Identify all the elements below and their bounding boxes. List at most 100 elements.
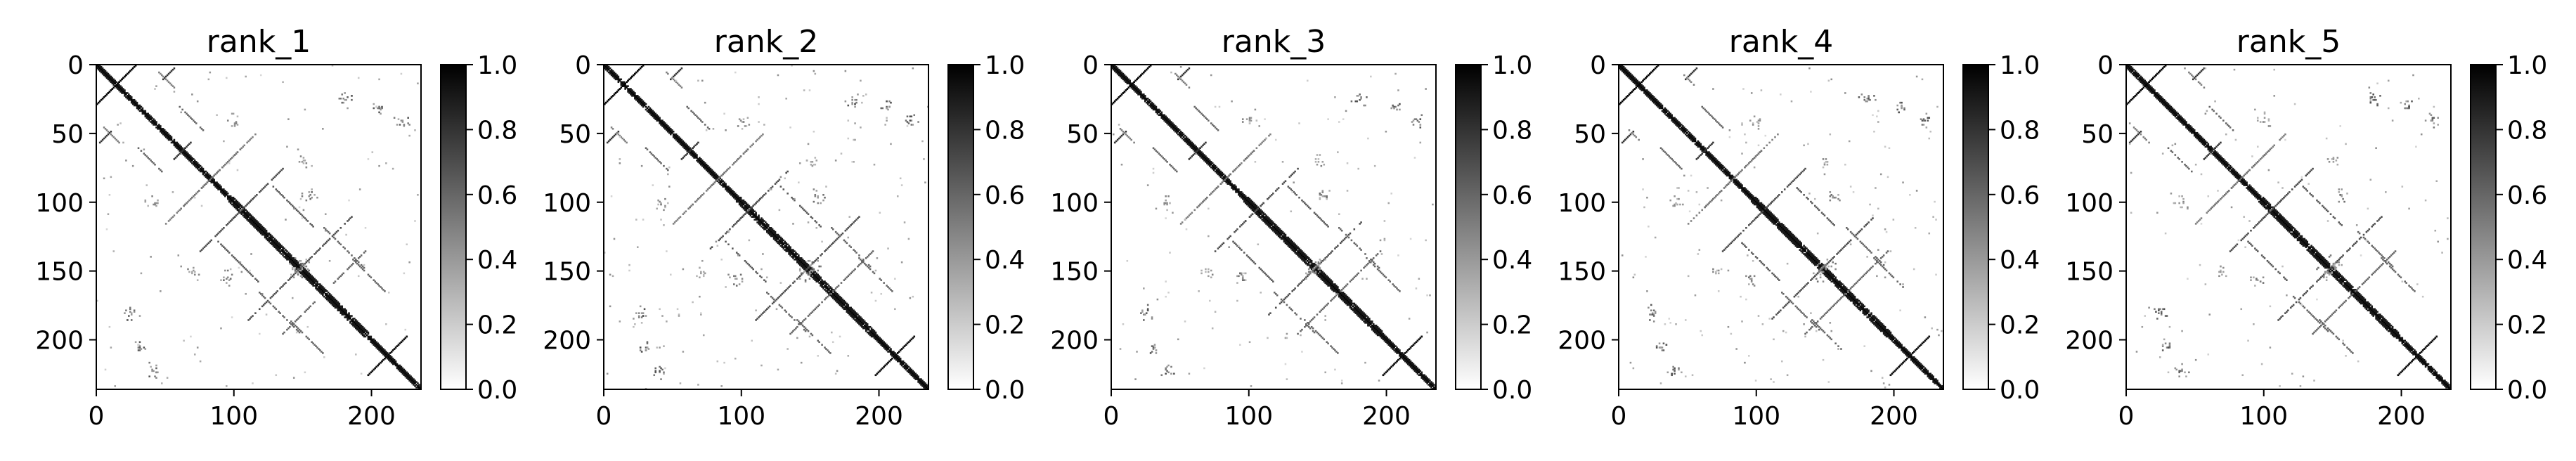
- heatmap-cell: [610, 70, 613, 72]
- heatmap-cell: [298, 259, 301, 262]
- heatmap-cell: [144, 115, 147, 117]
- heatmap-cell: [766, 230, 768, 233]
- heatmap-cell: [1125, 78, 1127, 81]
- heatmap-cell: [865, 93, 867, 96]
- heatmap-cell: [262, 227, 265, 229]
- heatmap-cell: [654, 115, 656, 117]
- heatmap-cell: [393, 363, 396, 365]
- heatmap-cell: [167, 81, 170, 84]
- heatmap-cell: [291, 324, 294, 327]
- heatmap-cell: [103, 96, 105, 98]
- heatmap-cell: [887, 286, 889, 288]
- heatmap-cell: [161, 131, 163, 134]
- heatmap-cell: [1195, 145, 1197, 148]
- heatmap-cell: [755, 271, 757, 273]
- heatmap-cell: [220, 327, 222, 330]
- heatmap-cell: [745, 150, 748, 152]
- heatmap-cell: [810, 161, 813, 163]
- heatmap-cell: [294, 207, 297, 210]
- heatmap-cell: [1258, 212, 1261, 214]
- heatmap-cell: [1262, 220, 1264, 222]
- heatmap-cell: [1250, 199, 1253, 202]
- heatmap-cell: [804, 269, 807, 272]
- heatmap-cell: [203, 246, 206, 248]
- heatmap-cell: [779, 238, 782, 240]
- heatmap-cell: [888, 346, 891, 349]
- heatmap-cell: [193, 163, 196, 166]
- heatmap-cell: [1241, 195, 1244, 197]
- heatmap-cell: [683, 144, 686, 147]
- heatmap-cell: [1261, 219, 1263, 221]
- heatmap-cell: [1192, 147, 1195, 150]
- heatmap-cell: [374, 342, 376, 344]
- heatmap-cell: [286, 145, 288, 148]
- heatmap-cell: [848, 311, 851, 313]
- heatmap-cell: [825, 283, 827, 285]
- heatmap-cell: [798, 162, 801, 164]
- heatmap-cell: [282, 285, 284, 287]
- heatmap-cell: [854, 319, 856, 321]
- heatmap-cell: [683, 141, 686, 144]
- heatmap-cell: [312, 285, 314, 287]
- heatmap-cell: [814, 273, 817, 276]
- heatmap-cell: [1191, 141, 1193, 144]
- heatmap-cell: [408, 378, 410, 380]
- heatmap-cell: [393, 361, 396, 364]
- heatmap-cell: [751, 210, 753, 213]
- heatmap-cell: [137, 105, 140, 108]
- heatmap-cell: [1210, 163, 1212, 166]
- heatmap-cell: [765, 193, 767, 195]
- heatmap-cell: [276, 242, 279, 245]
- heatmap-cell: [815, 190, 818, 192]
- heatmap-cell: [768, 188, 771, 190]
- heatmap-cell: [279, 245, 281, 247]
- heatmap-cell: [891, 352, 893, 354]
- heatmap-cell: [160, 169, 162, 171]
- heatmap-cell: [223, 188, 225, 190]
- heatmap-cell: [408, 124, 410, 126]
- heatmap-cell: [297, 269, 299, 272]
- heatmap-cell: [898, 358, 900, 361]
- heatmap-cell: [305, 269, 308, 272]
- heatmap-cell: [298, 264, 301, 266]
- heatmap-cell: [1269, 220, 1271, 222]
- heatmap-cell: [325, 290, 328, 292]
- heatmap-cell: [730, 190, 732, 192]
- heatmap-cell: [879, 342, 881, 344]
- heatmap-cell: [104, 368, 107, 371]
- heatmap-cell: [902, 360, 905, 363]
- heatmap-cell: [794, 254, 796, 257]
- heatmap-cell: [746, 212, 749, 214]
- heatmap-cell: [291, 275, 294, 278]
- heatmap-cell: [306, 337, 309, 339]
- heatmap-cell: [1198, 151, 1200, 153]
- heatmap-cell: [758, 316, 760, 318]
- heatmap-cell: [696, 154, 698, 156]
- heatmap-cell: [179, 144, 181, 147]
- heatmap-cell: [136, 105, 138, 108]
- heatmap-cell: [316, 280, 318, 283]
- y-tick-label: 100: [543, 189, 591, 218]
- heatmap-cell: [176, 145, 179, 148]
- heatmap-cell: [243, 266, 246, 269]
- heatmap-cell: [1119, 72, 1122, 75]
- heatmap-cell: [280, 169, 283, 171]
- heatmap-cell: [624, 140, 626, 143]
- heatmap-cell: [176, 141, 179, 144]
- heatmap-cell: [188, 160, 190, 162]
- heatmap-cell: [1146, 97, 1149, 100]
- heatmap-cell: [727, 229, 730, 232]
- heatmap-cell: [782, 243, 785, 246]
- heatmap-cell: [131, 103, 134, 105]
- heatmap-cell: [304, 160, 306, 162]
- heatmap-cell: [127, 96, 129, 98]
- heatmap-cell: [240, 209, 243, 212]
- heatmap-cell: [117, 84, 119, 86]
- heatmap-cell: [866, 331, 869, 334]
- heatmap-cell: [1181, 131, 1184, 134]
- heatmap-cell: [881, 339, 884, 342]
- heatmap-cell: [895, 356, 898, 358]
- heatmap-cell: [301, 269, 304, 272]
- heatmap-cell: [228, 221, 231, 223]
- heatmap-cell: [770, 228, 772, 230]
